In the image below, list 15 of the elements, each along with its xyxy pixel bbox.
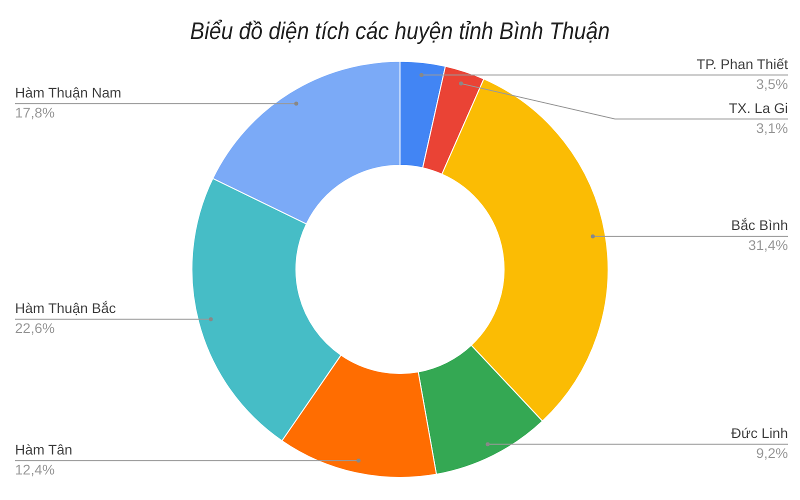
slice-label: Hàm Thuận Bắc xyxy=(15,300,116,316)
data-label: 31,4% xyxy=(748,237,788,254)
data-label: 22,6% xyxy=(15,320,55,336)
data-label: 3,1% xyxy=(756,120,788,136)
slice-label: TP. Phan Thiết xyxy=(696,56,788,72)
slice-label: TX. La Gi xyxy=(728,100,788,116)
slice-label: Hàm Thuận Nam xyxy=(15,84,122,100)
data-label: 3,5% xyxy=(756,76,788,92)
slice-label: Hàm Tân xyxy=(15,441,72,458)
chart-title: Biểu đồ diện tích các huyện tỉnh Bình Thuận xyxy=(190,16,610,44)
data-label: 9,2% xyxy=(756,445,788,462)
slice-label: Bắc Bình xyxy=(731,217,788,234)
data-label: 12,4% xyxy=(15,461,55,478)
slice-label: Đức Linh xyxy=(731,425,788,442)
data-label: 17,8% xyxy=(15,104,55,120)
